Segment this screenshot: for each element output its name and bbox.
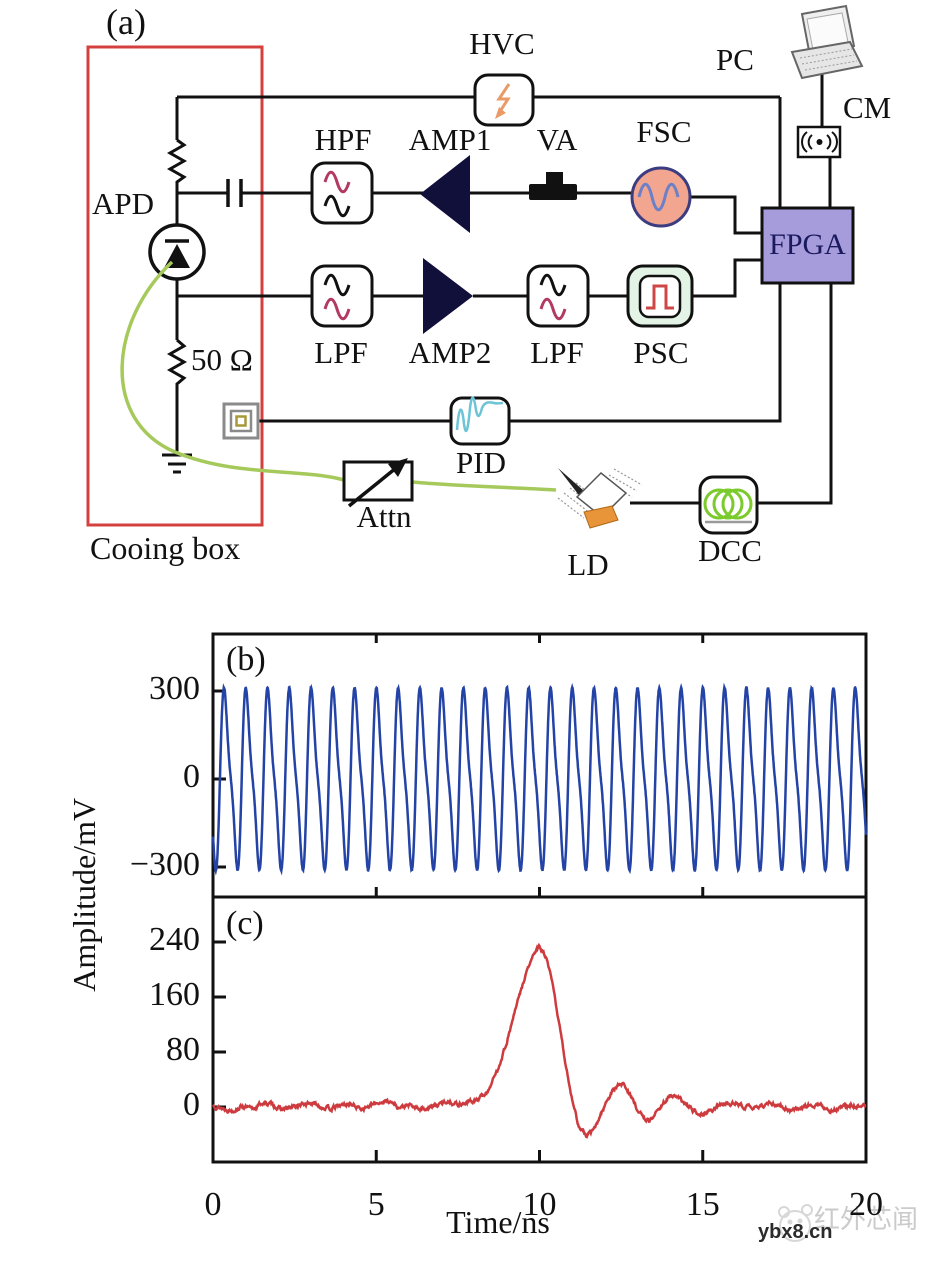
- charts-layer: [211, 632, 868, 1164]
- lpf2-icon: [526, 264, 590, 328]
- amp1-label: AMP1: [408, 122, 492, 157]
- cm-label: CM: [843, 90, 892, 125]
- x-tick-label: 5: [367, 1186, 385, 1223]
- amp2-label: AMP2: [408, 335, 492, 370]
- x-tick-label: 20: [849, 1186, 883, 1223]
- hpf-icon: [310, 161, 374, 225]
- panel-a-label: (a): [106, 2, 146, 42]
- lpf1-label: LPF: [314, 335, 368, 370]
- yc-tick-label: 160: [149, 976, 200, 1013]
- fpga-label: FPGA: [769, 228, 846, 261]
- pc-laptop-icon: [790, 4, 864, 80]
- attn-attenuator-icon: [342, 458, 414, 508]
- dcc-label: DCC: [698, 533, 762, 568]
- panel-c-label: (c): [226, 905, 264, 942]
- psc-label: PSC: [633, 335, 689, 370]
- va-attenuator-icon: [529, 172, 577, 200]
- apd-label: APD: [92, 186, 155, 221]
- waveform-c: [212, 942, 867, 1139]
- lpf1-icon: [310, 264, 374, 328]
- watermark-site: ybx8.cn: [758, 1221, 833, 1243]
- panel-b-label: (b): [226, 641, 266, 678]
- yb-tick-label: −300: [129, 846, 200, 883]
- attn-label: Attn: [356, 499, 412, 534]
- fsc-label: FSC: [636, 114, 692, 149]
- ld-label: LD: [567, 547, 609, 582]
- hvc-icon: [473, 73, 535, 127]
- dcc-fiber-coil-icon: [698, 475, 759, 535]
- amp2-icon: [423, 258, 473, 334]
- waveform-b: [211, 682, 868, 876]
- pc-label: PC: [716, 42, 754, 77]
- yc-tick-label: 240: [149, 921, 200, 958]
- pid-icon: [449, 396, 511, 446]
- resistor-label: 50 Ω: [191, 342, 253, 377]
- va-label: VA: [536, 122, 578, 157]
- x-tick-label: 10: [522, 1186, 557, 1223]
- pid-label: PID: [456, 445, 506, 480]
- watermark-logo: [778, 1204, 813, 1242]
- cm-antenna-icon: [796, 125, 842, 159]
- yb-tick-label: 300: [149, 670, 200, 707]
- cooling-box-outline: [86, 45, 264, 527]
- wires: [166, 66, 833, 505]
- capacitor-icon: [226, 179, 243, 207]
- x-tick-label: 0: [204, 1186, 222, 1223]
- x-tick-label: 15: [685, 1186, 720, 1223]
- laser-diode-icon: [557, 468, 643, 529]
- yc-tick-label: 0: [183, 1086, 200, 1123]
- apd-icon: [148, 223, 206, 281]
- yb-tick-label: 0: [183, 758, 200, 795]
- fsc-sine-source-icon: [630, 166, 692, 228]
- fpga-box: [760, 206, 855, 285]
- thermistor-icon: [222, 402, 260, 440]
- yc-tick-label: 80: [166, 1031, 200, 1068]
- watermark-name: 红外芯闻: [814, 1205, 919, 1234]
- x-axis-label: Time/ns: [446, 1204, 550, 1240]
- psc-pulse-icon: [626, 264, 694, 328]
- amp1-icon: [420, 155, 470, 233]
- fiber-line: [120, 260, 557, 492]
- lpf2-label: LPF: [530, 335, 584, 370]
- hpf-label: HPF: [314, 122, 372, 157]
- cooling-box-label: Cooing box: [90, 530, 241, 566]
- hvc-label: HVC: [469, 26, 535, 61]
- y-axis-label: Amplitude/mV: [66, 797, 103, 992]
